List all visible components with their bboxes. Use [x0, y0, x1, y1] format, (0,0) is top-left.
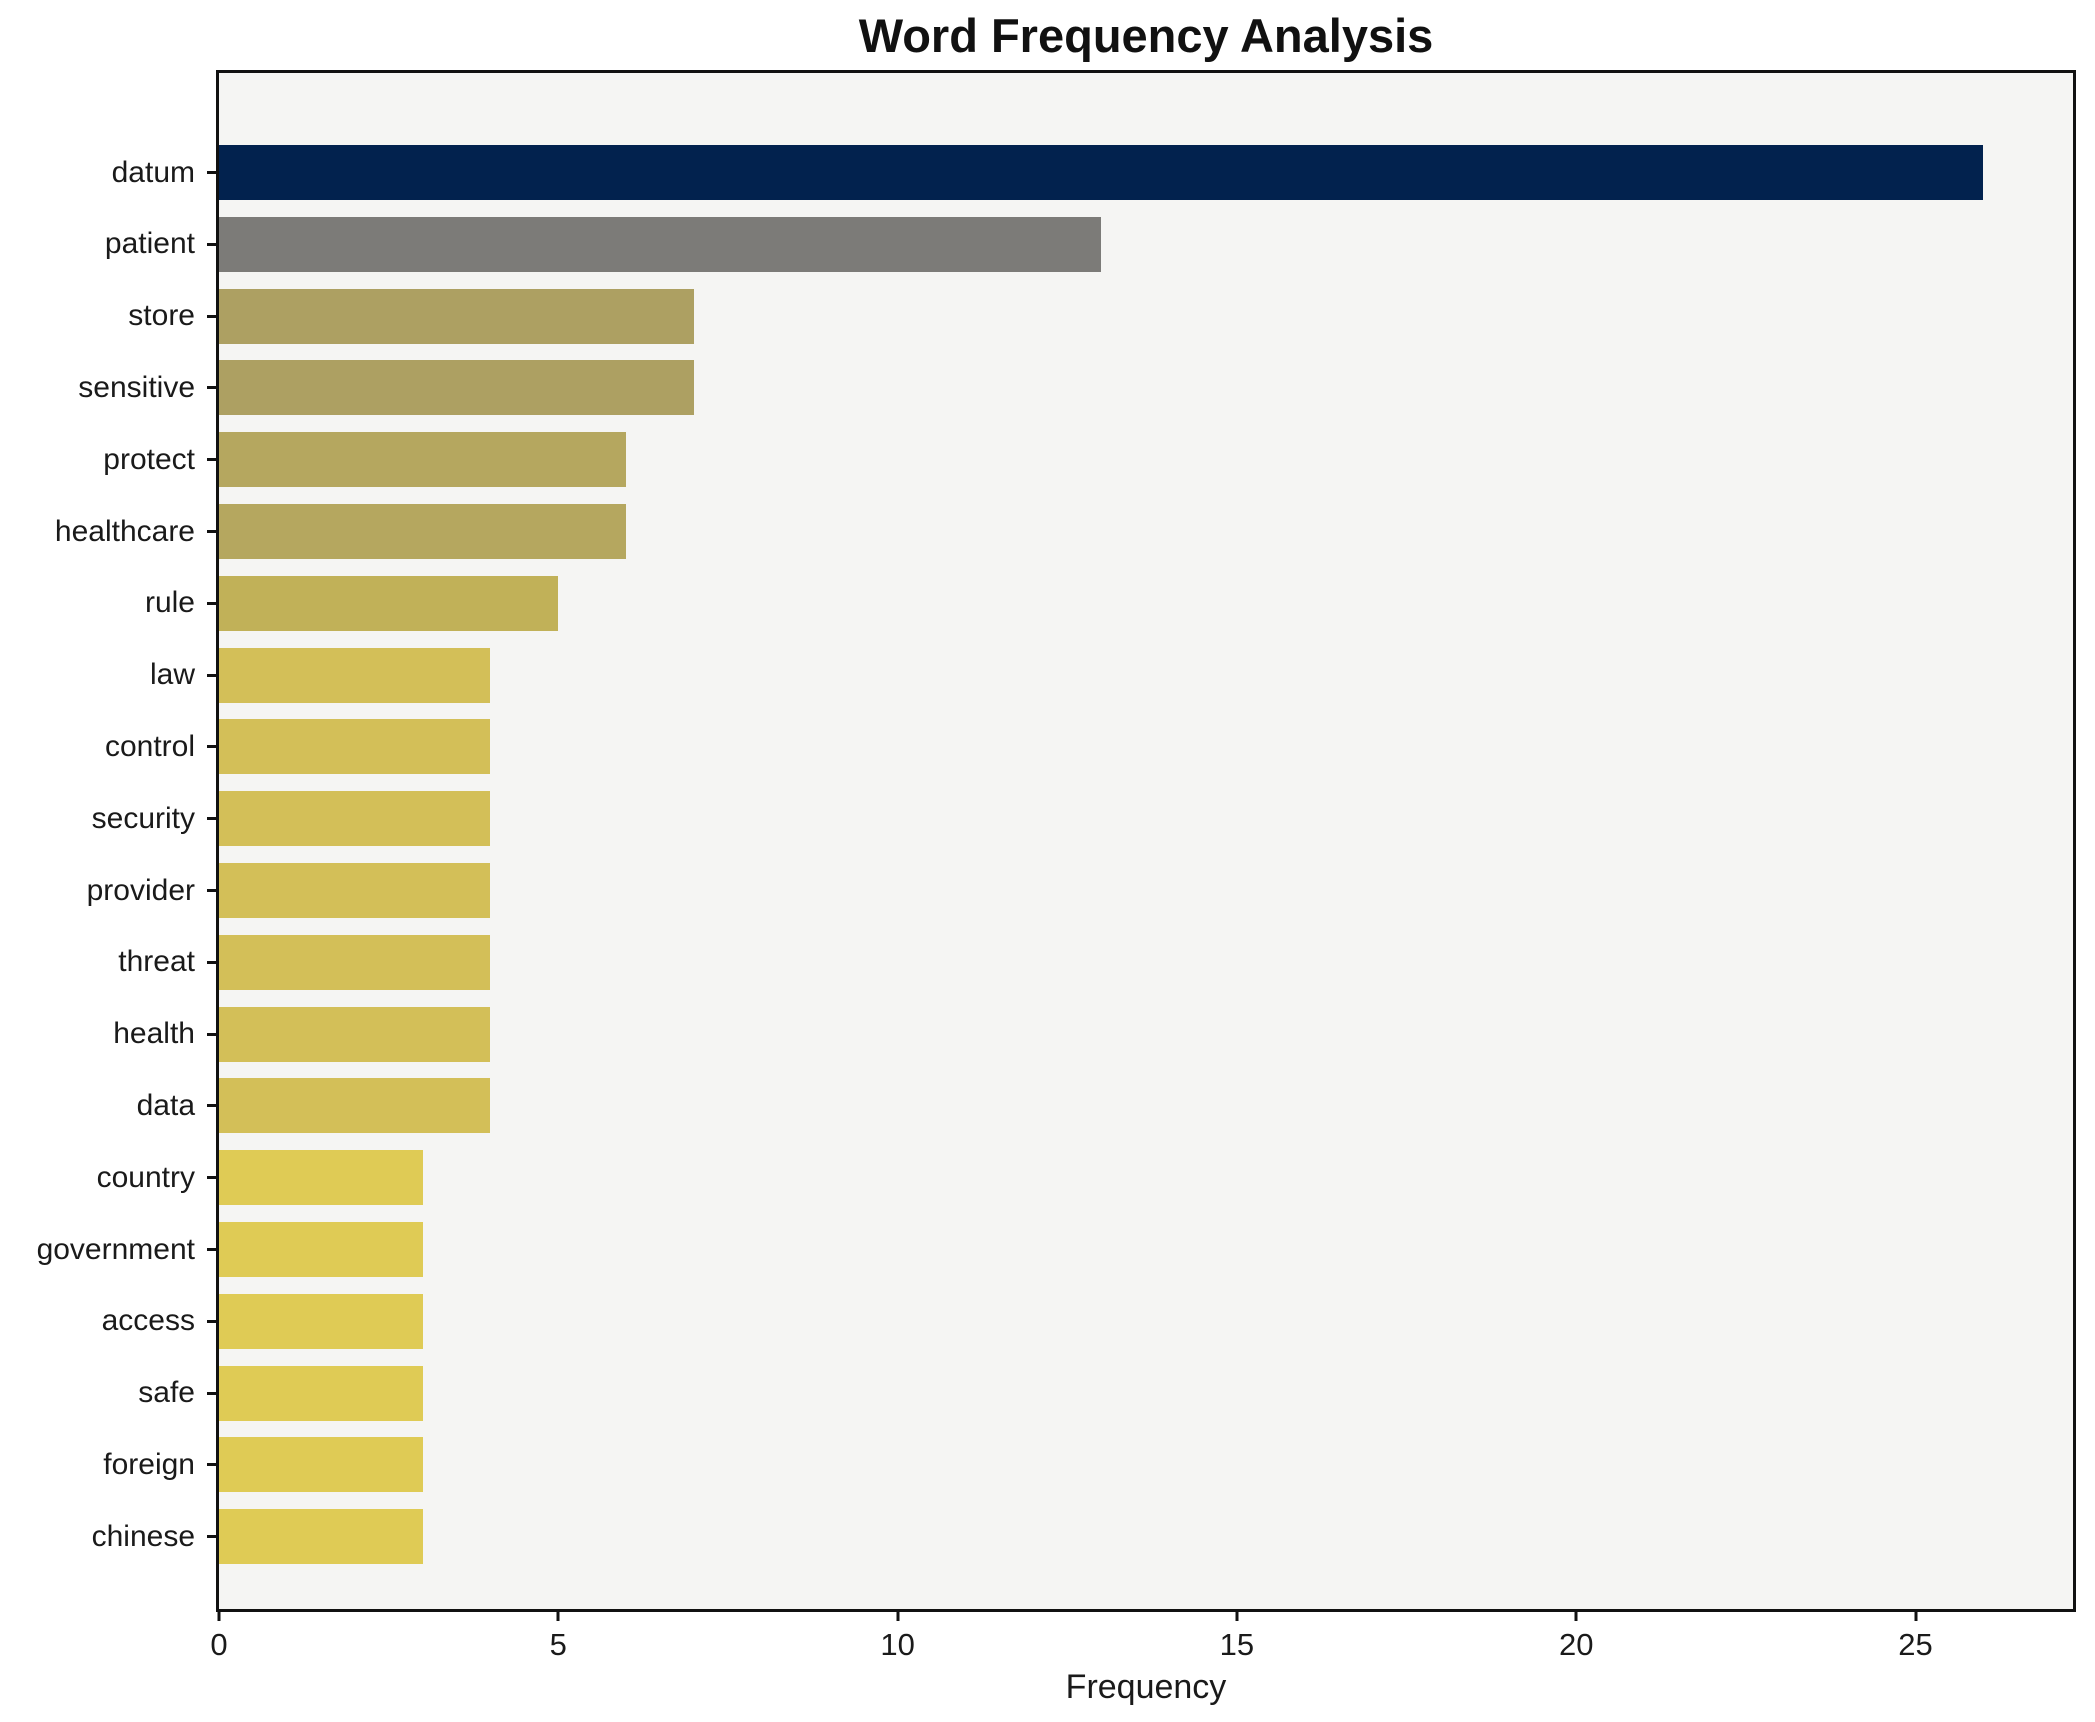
chart-title: Word Frequency Analysis [858, 9, 1434, 62]
x-axis-tick [556, 1609, 560, 1621]
y-axis-tick [207, 1535, 219, 1539]
y-axis-tick [207, 960, 219, 964]
x-axis-tick [217, 1609, 221, 1621]
x-axis-label: Frequency [1065, 1668, 1227, 1706]
y-axis-tick [207, 1463, 219, 1467]
y-tick-label-law: law [149, 658, 195, 692]
bar-foreign [219, 1437, 423, 1493]
y-axis-tick [207, 1391, 219, 1395]
x-tick-label-20: 20 [1558, 1627, 1594, 1662]
bar-datum [219, 145, 1984, 200]
y-axis-tick [207, 889, 219, 892]
y-tick-label-sensitive: sensitive [78, 370, 195, 404]
bar-sensitive [219, 360, 695, 416]
bar-law [219, 647, 491, 703]
y-tick-label-chinese: chinese [91, 1519, 195, 1553]
y-tick-label-data: data [136, 1088, 195, 1122]
bar-patient [219, 216, 1102, 272]
y-axis-tick [207, 171, 219, 174]
bar-government [219, 1222, 423, 1277]
bar-country [219, 1150, 423, 1206]
bar-safe [219, 1365, 423, 1421]
bar-chinese [219, 1509, 423, 1565]
y-axis-tick [207, 673, 219, 677]
y-tick-label-health: health [113, 1017, 195, 1051]
x-axis-tick [1914, 1609, 1918, 1621]
x-tick-label-25: 25 [1898, 1627, 1933, 1662]
y-tick-label-foreign: foreign [103, 1447, 195, 1481]
y-axis-tick [207, 1032, 219, 1036]
y-tick-label-country: country [96, 1160, 195, 1194]
x-axis-tick [896, 1609, 900, 1621]
bar-protect [219, 432, 627, 488]
bar-provider [219, 863, 491, 918]
bar-store [219, 288, 695, 344]
x-tick-label-10: 10 [880, 1627, 915, 1662]
y-axis-tick [207, 601, 219, 605]
x-tick-label-15: 15 [1219, 1627, 1255, 1662]
y-axis-tick [207, 1104, 219, 1108]
y-tick-label-provider: provider [86, 873, 195, 907]
y-axis-tick [207, 530, 219, 533]
y-axis-tick [207, 242, 219, 246]
bar-access [219, 1293, 423, 1349]
x-tick-label-0: 0 [210, 1627, 228, 1662]
x-axis-tick [1235, 1609, 1239, 1621]
y-tick-label-access: access [101, 1304, 195, 1338]
y-axis-tick [207, 1319, 219, 1323]
bar-data [219, 1078, 491, 1134]
y-axis-tick [207, 386, 219, 390]
y-tick-label-control: control [104, 729, 195, 763]
y-tick-label-healthcare: healthcare [54, 514, 195, 548]
y-tick-label-rule: rule [144, 586, 195, 620]
bar-security [219, 791, 491, 847]
y-tick-label-patient: patient [104, 227, 195, 261]
bar-health [219, 1006, 491, 1062]
plot-area: datum patient store sensitive protect healthc… [37, 70, 2076, 1662]
y-tick-label-safe: safe [138, 1376, 195, 1410]
y-axis-tick [207, 1176, 219, 1180]
y-axis-tick [207, 817, 219, 821]
y-tick-label-government: government [36, 1232, 195, 1266]
bar-rule [219, 575, 559, 631]
y-tick-label-security: security [91, 801, 195, 835]
bar-healthcare [219, 504, 627, 559]
bar-control [219, 719, 491, 775]
y-tick-label-threat: threat [118, 945, 195, 979]
x-tick-label-5: 5 [549, 1627, 567, 1662]
y-axis-tick [207, 745, 219, 749]
y-axis-tick [207, 1248, 219, 1251]
y-tick-label-datum: datum [111, 155, 195, 189]
x-axis-tick [1574, 1609, 1578, 1621]
y-tick-label-protect: protect [103, 442, 195, 476]
y-tick-label-store: store [128, 299, 195, 333]
y-axis-tick [207, 458, 219, 462]
bar-threat [219, 934, 491, 990]
y-axis-tick [207, 314, 219, 318]
